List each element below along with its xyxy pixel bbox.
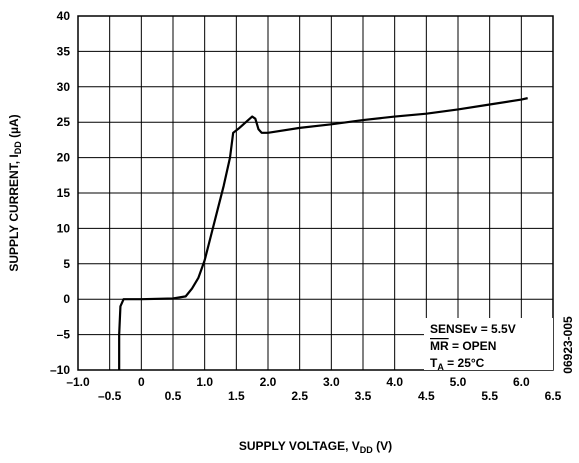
x-tick-label: 6.5	[545, 389, 562, 403]
annotation: MR = OPEN	[430, 339, 496, 353]
y-axis-label-sub: DD	[13, 141, 23, 154]
y-tick-label: 40	[57, 9, 71, 23]
y-tick-label: –5	[57, 328, 71, 342]
annotation-sub: A	[437, 362, 444, 372]
annotation: = 25°C	[444, 356, 485, 370]
y-tick-label: 0	[63, 292, 70, 306]
x-tick-label: 6.0	[513, 375, 530, 389]
figure-id: 06923-005	[561, 316, 575, 374]
y-tick-label: 20	[57, 151, 71, 165]
x-tick-label: 3.5	[355, 389, 372, 403]
annotation-overline: MR	[430, 339, 449, 353]
x-tick-label: 1.0	[196, 375, 213, 389]
annotation: T	[430, 356, 438, 370]
y-axis-label: SUPPLY CURRENT, I	[7, 154, 21, 271]
y-tick-label: 10	[57, 221, 71, 235]
annotation-box	[424, 318, 553, 370]
x-tick-label: –1.0	[66, 375, 90, 389]
x-axis-label: (V)	[373, 439, 392, 453]
y-tick-label: 15	[57, 186, 71, 200]
y-tick-label: –10	[50, 363, 70, 377]
x-tick-label: 5.0	[450, 375, 467, 389]
y-axis-label: SUPPLY CURRENT, IDD (µA)	[7, 114, 23, 271]
x-tick-label: 0.5	[165, 389, 182, 403]
x-axis-label: SUPPLY VOLTAGE, V	[239, 439, 360, 453]
x-tick-label: 2.0	[260, 375, 277, 389]
plot-frame	[77, 15, 554, 371]
y-tick-label: 35	[57, 44, 71, 58]
x-tick-label: 5.5	[481, 389, 498, 403]
y-axis-label: (µA)	[7, 114, 21, 141]
x-tick-label: 4.5	[418, 389, 435, 403]
y-tick-label: 30	[57, 80, 71, 94]
annotation: = OPEN	[449, 339, 497, 353]
annotation: TA = 25°C	[430, 356, 485, 372]
x-tick-label: 0	[138, 375, 145, 389]
x-axis-label-sub: DD	[360, 445, 373, 455]
x-tick-label: 1.5	[228, 389, 245, 403]
x-tick-label: –0.5	[98, 389, 122, 403]
x-tick-label: 4.0	[386, 375, 403, 389]
data-line	[118, 97, 528, 370]
annotation: SENSEv = 5.5V	[430, 322, 516, 336]
x-tick-label: 2.5	[291, 389, 308, 403]
x-tick-label: 3.0	[323, 375, 340, 389]
x-axis-label: SUPPLY VOLTAGE, VDD (V)	[239, 439, 392, 455]
y-tick-label: 5	[63, 257, 70, 271]
y-tick-label: 25	[57, 115, 71, 129]
